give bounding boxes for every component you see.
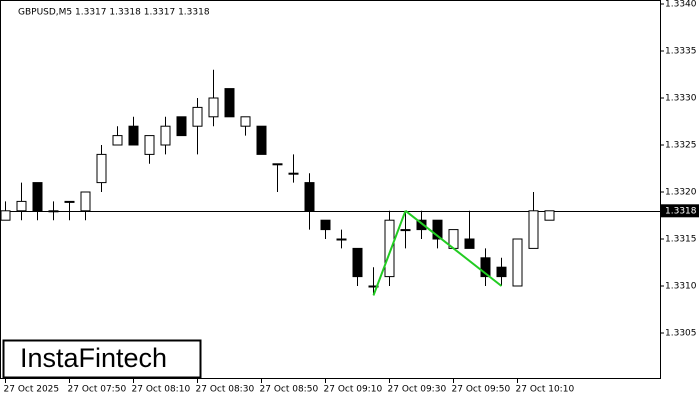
watermark: InstaFintech [20, 343, 167, 373]
watermark-box [2, 339, 202, 379]
candle-body [336, 238, 347, 241]
candle-body [80, 191, 91, 212]
y-tick-label: 1.3320 [665, 188, 697, 198]
candle-body [240, 116, 251, 127]
candle-body [400, 229, 411, 232]
y-tick-label: 1.3330 [665, 94, 697, 104]
candle-body [32, 182, 43, 212]
candle-body [224, 88, 235, 118]
candle-body [192, 106, 203, 127]
last-price-box [661, 204, 699, 218]
pattern-line [372, 210, 407, 296]
candle-body [144, 135, 155, 155]
candle-body [0, 210, 11, 221]
candle-body [528, 210, 539, 249]
x-tick-label: 27 Oct 08:10 [132, 385, 191, 395]
last-price-label: 1.3318 [665, 206, 697, 216]
candle-body [512, 238, 523, 287]
candle-body [464, 238, 475, 249]
candle-body [320, 219, 331, 231]
candle-body [496, 266, 507, 278]
y-tick-label: 1.3310 [665, 282, 697, 292]
candle-body [288, 172, 299, 175]
candle-body [416, 219, 427, 231]
candle-body [128, 125, 139, 146]
y-tick-label: 1.3315 [665, 235, 697, 245]
candle-body [480, 257, 491, 278]
y-tick-label: 1.3335 [665, 47, 697, 57]
candle-body [544, 210, 555, 221]
candle-body [432, 219, 443, 240]
candle-body [256, 125, 267, 155]
chart-title: GBPUSD,M5 1.3317 1.3318 1.3317 1.3318 [18, 8, 210, 18]
x-tick-label: 27 Oct 09:50 [452, 385, 511, 395]
candle-body [368, 285, 379, 288]
pattern-line [404, 210, 503, 287]
x-tick-label: 27 Oct 10:10 [516, 385, 575, 395]
x-tick-label: 27 Oct 08:30 [196, 385, 255, 395]
candle-body [272, 163, 283, 166]
candle-body [64, 200, 75, 203]
candle-body [352, 247, 363, 278]
candle-body [48, 210, 59, 213]
y-tick-label: 1.3340 [665, 0, 697, 10]
candle-body [112, 135, 123, 146]
x-tick-label: 27 Oct 2025 [4, 385, 60, 395]
candle-body [208, 97, 219, 118]
y-tick-label: 1.3305 [665, 329, 697, 339]
candle-body [176, 116, 187, 137]
candle-body [304, 182, 315, 212]
x-tick-label: 27 Oct 09:30 [388, 385, 447, 395]
candle-body [96, 153, 107, 184]
plot-frame [0, 0, 661, 379]
candle-body [16, 200, 27, 212]
candle-body [160, 125, 171, 146]
candle-body [384, 219, 395, 278]
x-tick-label: 27 Oct 09:10 [324, 385, 383, 395]
x-tick-label: 27 Oct 08:50 [260, 385, 319, 395]
x-tick-label: 27 Oct 07:50 [68, 385, 127, 395]
y-tick-label: 1.3325 [665, 141, 697, 151]
